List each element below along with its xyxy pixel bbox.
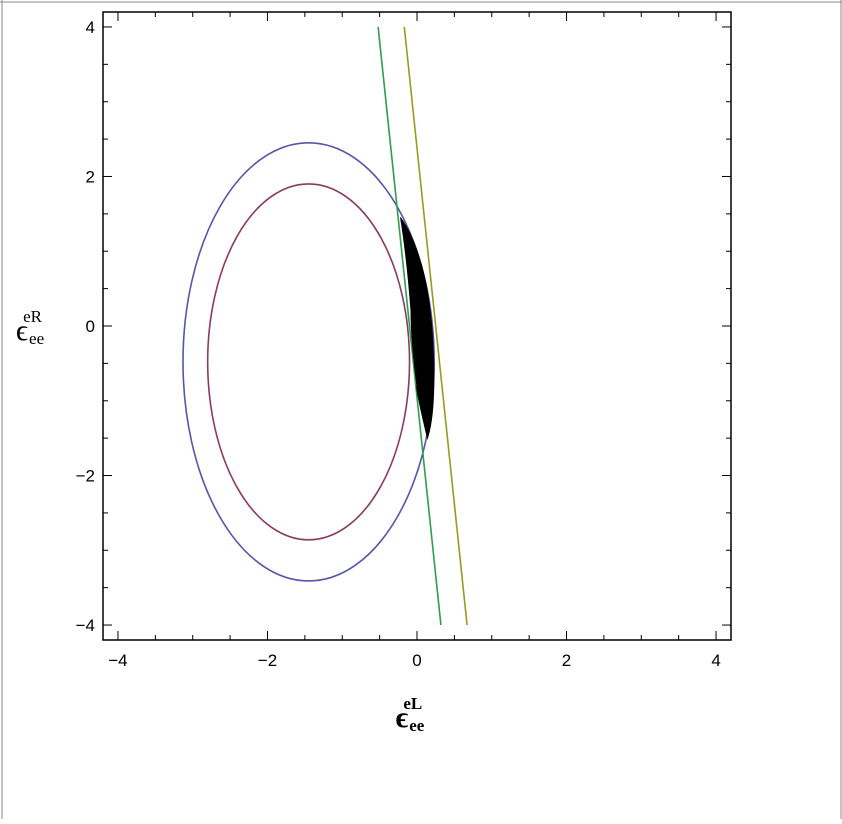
x-tick-label: 0 bbox=[412, 651, 421, 670]
y-axis-label-base: ϵ bbox=[16, 314, 28, 347]
y-tick-label: 2 bbox=[86, 167, 95, 186]
plot-frame bbox=[102, 11, 732, 641]
y-tick-label: 0 bbox=[86, 317, 95, 336]
x-axis-label-base: ϵ bbox=[396, 701, 409, 734]
x-axis-label: ϵee eL bbox=[396, 694, 425, 735]
y-axis-label-sup: eR bbox=[23, 307, 43, 326]
contour-ellipse-2 bbox=[206, 183, 411, 541]
y-tick-label: 4 bbox=[86, 18, 95, 37]
x-tick-label: 2 bbox=[562, 651, 571, 670]
x-tick-label: 4 bbox=[711, 651, 720, 670]
y-tick-label: −4 bbox=[76, 616, 95, 635]
contour-ellipse-1 bbox=[182, 142, 435, 582]
x-axis-label-sup: eL bbox=[403, 694, 422, 713]
constraint-line-3 bbox=[377, 26, 442, 626]
allowed-region bbox=[400, 217, 435, 441]
y-tick-label: −2 bbox=[76, 467, 95, 486]
constraint-line-4 bbox=[403, 26, 468, 626]
x-tick-label: −2 bbox=[258, 651, 277, 670]
chart-ticks bbox=[103, 12, 731, 640]
x-axis-label-sub: ee bbox=[409, 716, 425, 735]
chart-labels: −4 −2 0 2 4 −4 −2 0 2 4 bbox=[76, 18, 721, 670]
x-tick-label: −4 bbox=[108, 651, 127, 670]
y-axis-label-sub: ee bbox=[29, 329, 44, 348]
chart-marks bbox=[182, 26, 468, 626]
y-axis-label: ϵee eR bbox=[16, 307, 44, 348]
